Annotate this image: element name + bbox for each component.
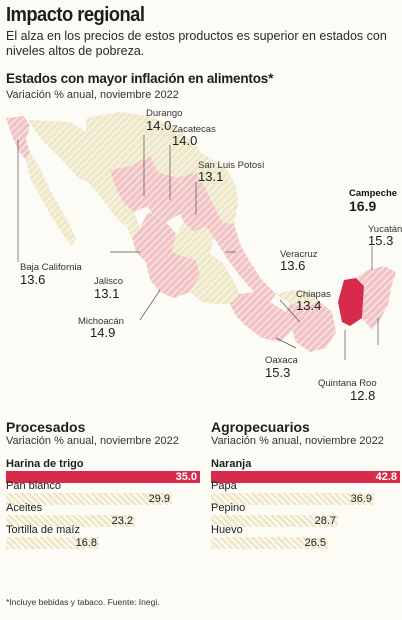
state-central [172, 222, 214, 260]
state-chiapas [286, 302, 336, 352]
value-quintana-roo: 12.8 [350, 388, 376, 403]
state-zacatecas [148, 172, 186, 222]
value-campeche: 16.9 [349, 198, 377, 214]
bar-label-procesados-0: Harina de trigo [6, 458, 84, 470]
state-nuevo-leon-tamaulipas [196, 150, 238, 224]
state-michoacan [146, 252, 200, 298]
state-baja-california-sur [26, 152, 76, 246]
bar-value-agropecuarios-1: 36.9 [350, 493, 372, 505]
chart-title-procesados: Procesados [6, 419, 86, 435]
bar-label-agropecuarios-0: Naranja [211, 458, 252, 470]
bar-value-procesados-1: 29.9 [148, 493, 170, 505]
label-zacatecas: Zacatecas [172, 124, 216, 135]
state-tabasco [276, 290, 320, 306]
bar-label-agropecuarios-2: Pepino [211, 502, 246, 514]
state-veracruz [206, 206, 276, 302]
value-michoacan: 14.9 [90, 325, 116, 340]
bar-label-procesados-1: Pan blanco [6, 480, 62, 492]
value-jalisco: 13.1 [94, 286, 120, 301]
state-jalisco [132, 212, 176, 262]
label-baja-california: Baja California [20, 262, 82, 273]
value-baja-california: 13.6 [20, 272, 46, 287]
state-coahuila [148, 116, 200, 178]
value-yucatan: 15.3 [368, 233, 394, 248]
bar-value-agropecuarios-2: 28.7 [314, 515, 336, 527]
state-sinaloa [88, 168, 132, 226]
state-oaxaca [230, 292, 292, 342]
label-chiapas: Chiapas [296, 289, 331, 300]
bar-value-procesados-3: 16.8 [75, 537, 97, 549]
bar-agropecuarios-3 [211, 537, 328, 549]
bar-value-agropecuarios-0: 42.8 [375, 471, 397, 483]
state-quintana-roo [362, 284, 392, 330]
label-campeche: Campeche [349, 188, 398, 199]
page-title: Impacto regional [6, 4, 145, 26]
bar-label-procesados-2: Aceites [6, 502, 43, 514]
label-quintana-roo: Quintana Roo [318, 378, 377, 389]
bar-agropecuarios-0 [211, 471, 400, 483]
bar-procesados-0 [6, 471, 200, 483]
label-jalisco: Jalisco [94, 276, 124, 287]
label-durango: Durango [146, 108, 183, 119]
footnote: *Incluye bebidas y tabaco. Fuente: Inegi… [6, 597, 160, 607]
map-subtitle: Variación % anual, noviembre 2022 [6, 89, 179, 101]
state-chihuahua [86, 112, 158, 170]
label-michoacan: Michoacán [78, 316, 124, 327]
bar-procesados-2 [6, 515, 135, 527]
map-title: Estados con mayor inflación en alimentos… [6, 71, 274, 86]
state-durango [110, 156, 158, 212]
value-veracruz: 13.6 [280, 258, 306, 273]
bar-agropecuarios-2 [211, 515, 338, 527]
page-subtitle: El alza en los precios de estos producto… [6, 29, 387, 58]
mexico-map [6, 112, 396, 360]
state-baja-california [6, 116, 30, 160]
label-yucatan: Yucatán [368, 224, 402, 235]
value-oaxaca: 15.3 [265, 365, 291, 380]
chart-subtitle-agropecuarios: Variación % anual, noviembre 2022 [211, 435, 384, 447]
state-campeche [338, 278, 364, 326]
bar-value-procesados-0: 35.0 [175, 471, 197, 483]
chart-title-agropecuarios: Agropecuarios [211, 419, 310, 435]
value-san-luis-potosi: 13.1 [198, 169, 224, 184]
state-nayarit [124, 204, 140, 238]
bar-agropecuarios-1 [211, 493, 374, 505]
value-chiapas: 13.4 [296, 298, 322, 313]
value-zacatecas: 14.0 [172, 133, 198, 148]
chart-subtitle-procesados: Variación % anual, noviembre 2022 [6, 435, 179, 447]
state-sonora [28, 120, 96, 182]
value-durango: 14.0 [146, 118, 172, 133]
state-guerrero [190, 254, 240, 304]
bar-label-procesados-3: Tortilla de maíz [6, 524, 80, 536]
bar-value-procesados-2: 23.2 [111, 515, 133, 527]
bar-label-agropecuarios-1: Papa [211, 480, 237, 492]
state-yucatan [356, 266, 396, 288]
label-veracruz: Veracruz [280, 249, 318, 260]
bar-procesados-3 [6, 537, 99, 549]
label-oaxaca: Oaxaca [265, 355, 298, 366]
bar-label-agropecuarios-3: Huevo [211, 524, 243, 536]
bar-procesados-1 [6, 493, 172, 505]
bar-value-agropecuarios-3: 26.5 [304, 537, 326, 549]
label-san-luis-potosi: San Luis Potosí [198, 160, 265, 171]
